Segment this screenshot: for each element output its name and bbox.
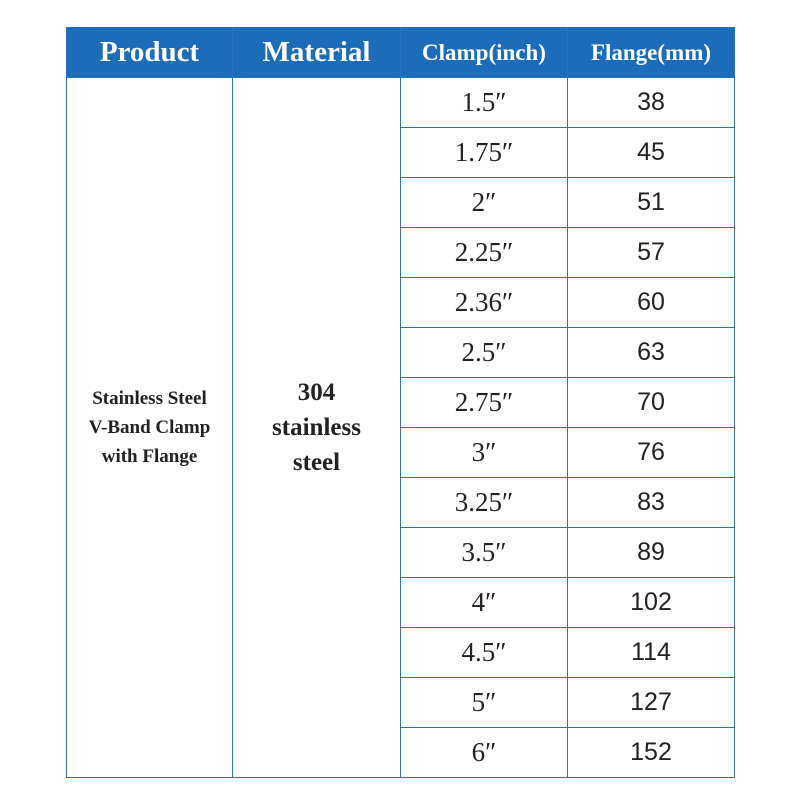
table-row: 4.5″ 114 bbox=[67, 627, 735, 678]
table-row: 4″ 102 bbox=[67, 577, 735, 628]
clamp-size: 1.5″ bbox=[400, 77, 568, 128]
clamp-size: 4″ bbox=[400, 577, 568, 628]
table-row: 2.5″ 63 bbox=[67, 327, 735, 378]
spec-table-wrap: Product Material Clamp(inch) Flange(mm) Sta… bbox=[66, 27, 735, 778]
material-line: 304 bbox=[297, 379, 336, 406]
product-cell: Stainless Steel V-Band Clamp with Flange bbox=[66, 77, 233, 778]
flange-size: 57 bbox=[567, 227, 735, 278]
flange-size: 63 bbox=[567, 327, 735, 378]
flange-size: 152 bbox=[567, 727, 735, 778]
flange-size: 89 bbox=[567, 527, 735, 578]
table-row: 2.75″ 70 bbox=[67, 377, 735, 428]
clamp-size: 6″ bbox=[400, 727, 568, 778]
product-line: V-Band Clamp bbox=[88, 417, 211, 438]
spec-table: Product Material Clamp(inch) Flange(mm) Sta… bbox=[66, 27, 735, 778]
table-row: Stainless Steel V-Band Clamp with Flange 30… bbox=[66, 77, 735, 778]
clamp-size: 2.25″ bbox=[400, 227, 568, 278]
clamp-size: 2″ bbox=[400, 177, 568, 228]
product-line: Stainless Steel bbox=[92, 388, 207, 409]
header-row: Product Material Clamp(inch) Flange(mm) bbox=[66, 27, 735, 78]
flange-size: 83 bbox=[567, 477, 735, 528]
product-line: with Flange bbox=[101, 446, 198, 467]
table-row: 6″ 152 bbox=[67, 727, 735, 778]
clamp-size: 3.5″ bbox=[400, 527, 568, 578]
header-cell: Product bbox=[66, 27, 233, 78]
header-cell: Flange(mm) bbox=[567, 27, 735, 78]
clamp-size: 2.75″ bbox=[400, 377, 568, 428]
table-row: 3.25″ 83 bbox=[67, 477, 735, 528]
flange-size: 127 bbox=[567, 677, 735, 728]
flange-size: 51 bbox=[567, 177, 735, 228]
clamp-size: 4.5″ bbox=[400, 627, 568, 678]
table-row: 3″ 76 bbox=[67, 427, 735, 478]
table-row: 1.75″ 45 bbox=[67, 127, 735, 178]
material-cell: 304 stainless steel bbox=[232, 77, 401, 778]
material-line: steel bbox=[292, 449, 341, 476]
clamp-size: 2.5″ bbox=[400, 327, 568, 378]
flange-size: 70 bbox=[567, 377, 735, 428]
table-row: 3.5″ 89 bbox=[67, 527, 735, 578]
clamp-size: 3″ bbox=[400, 427, 568, 478]
flange-size: 45 bbox=[567, 127, 735, 178]
clamp-size: 1.75″ bbox=[400, 127, 568, 178]
table-row: 2.25″ 57 bbox=[67, 227, 735, 278]
flange-size: 102 bbox=[567, 577, 735, 628]
table-row: 5″ 127 bbox=[67, 677, 735, 728]
header-cell: Clamp(inch) bbox=[400, 27, 568, 78]
header-cell: Material bbox=[232, 27, 401, 78]
flange-size: 38 bbox=[567, 77, 735, 128]
clamp-size: 3.25″ bbox=[400, 477, 568, 528]
flange-size: 114 bbox=[567, 627, 735, 678]
clamp-size: 5″ bbox=[400, 677, 568, 728]
clamp-size: 2.36″ bbox=[400, 277, 568, 328]
flange-size: 60 bbox=[567, 277, 735, 328]
material-line: stainless bbox=[272, 414, 361, 441]
table-head: Product Material Clamp(inch) Flange(mm) bbox=[66, 27, 735, 78]
flange-size: 76 bbox=[567, 427, 735, 478]
table-body: Stainless Steel V-Band Clamp with Flange 30… bbox=[66, 77, 735, 778]
